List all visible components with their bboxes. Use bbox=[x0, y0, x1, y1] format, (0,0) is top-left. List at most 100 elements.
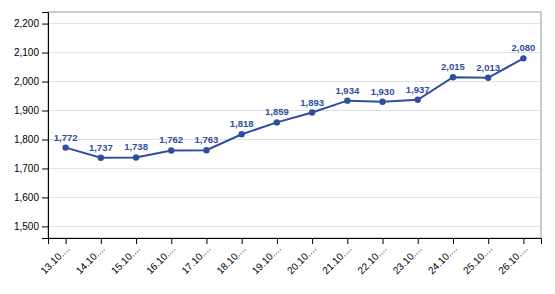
grid-line bbox=[48, 197, 541, 198]
data-label: 2,013 bbox=[476, 62, 500, 73]
x-tick-label: 15.10.... bbox=[109, 243, 142, 276]
point bbox=[379, 99, 385, 105]
y-tick-label: 1,900 bbox=[14, 105, 39, 116]
plot-area: 1,5001,6001,7001,8001,9002,0002,1002,200… bbox=[14, 12, 542, 276]
data-label: 1,738 bbox=[124, 141, 148, 152]
x-tick-label: 16.10.... bbox=[144, 243, 177, 276]
y-tick-label: 1,800 bbox=[14, 134, 39, 145]
y-tick-mark bbox=[42, 168, 48, 169]
x-tick: 15.10.... bbox=[109, 238, 142, 276]
x-tick-mark bbox=[347, 238, 348, 244]
grid-line bbox=[48, 168, 541, 169]
point bbox=[98, 155, 104, 161]
x-tick: 14.10.... bbox=[74, 238, 107, 276]
data-label: 1,859 bbox=[265, 106, 289, 117]
x-tick-label: 22.10.... bbox=[355, 243, 388, 276]
x-tick-mark bbox=[66, 238, 67, 244]
y-tick: 2,100 bbox=[14, 47, 48, 58]
y-tick-mark bbox=[42, 24, 48, 25]
y-tick: 1,800 bbox=[14, 134, 48, 145]
chart: 1,5001,6001,7001,8001,9002,0002,1002,200… bbox=[0, 0, 555, 294]
y-tick-mark bbox=[42, 111, 48, 112]
grid-line bbox=[48, 139, 541, 140]
data-label: 1,934 bbox=[335, 85, 359, 96]
grid-line bbox=[48, 52, 541, 53]
x-axis-line bbox=[49, 239, 542, 245]
point bbox=[309, 109, 315, 115]
x-tick-label: 13.10.... bbox=[38, 243, 71, 276]
y-tick: 1,700 bbox=[14, 163, 48, 174]
x-tick-label: 17.10.... bbox=[179, 243, 212, 276]
x-tick: 26.10.... bbox=[496, 238, 529, 276]
x-tick-label: 25.10.... bbox=[461, 243, 494, 276]
data-label: 1,763 bbox=[195, 134, 219, 145]
x-tick: 17.10.... bbox=[179, 238, 212, 276]
x-tick-mark bbox=[136, 238, 137, 244]
y-tick-mark bbox=[42, 197, 48, 198]
data-label: 1,737 bbox=[89, 142, 113, 153]
y-tick: 1,900 bbox=[14, 105, 48, 116]
grid-line bbox=[48, 23, 541, 24]
grid bbox=[48, 24, 541, 227]
y-tick-mark bbox=[42, 139, 48, 140]
x-axis: 13.10....14.10....15.10....16.10....17.1… bbox=[38, 238, 541, 276]
y-tick-label: 1,500 bbox=[14, 221, 39, 232]
y-axis-line bbox=[42, 13, 49, 239]
x-tick: 22.10.... bbox=[355, 238, 388, 276]
y-tick: 1,600 bbox=[14, 192, 48, 203]
x-tick: 23.10.... bbox=[391, 238, 424, 276]
x-tick-mark bbox=[453, 238, 454, 244]
x-tick: 18.10.... bbox=[215, 238, 248, 276]
data-label: 1,937 bbox=[406, 84, 430, 95]
point bbox=[415, 97, 421, 103]
y-axis: 1,5001,6001,7001,8001,9002,0002,1002,200 bbox=[14, 13, 49, 239]
x-tick: 13.10.... bbox=[38, 238, 71, 276]
y-tick-mark bbox=[42, 226, 48, 227]
point bbox=[238, 131, 244, 137]
marks bbox=[62, 55, 526, 161]
y-tick-label: 2,100 bbox=[14, 47, 39, 58]
y-tick-label: 1,600 bbox=[14, 192, 39, 203]
point bbox=[344, 97, 350, 103]
point bbox=[274, 119, 280, 125]
x-tick-label: 19.10.... bbox=[250, 243, 283, 276]
x-tick-mark bbox=[101, 238, 102, 244]
data-label: 1,772 bbox=[54, 132, 78, 143]
data-label: 1,818 bbox=[230, 118, 254, 129]
point bbox=[133, 154, 139, 160]
x-tick-mark bbox=[418, 238, 419, 244]
grid-line bbox=[48, 226, 541, 227]
x-tick-label: 21.10.... bbox=[320, 243, 353, 276]
grid-line bbox=[48, 81, 541, 82]
x-tick-label: 23.10.... bbox=[391, 243, 424, 276]
point bbox=[203, 147, 209, 153]
x-tick-mark bbox=[242, 238, 243, 244]
grid-line bbox=[48, 110, 541, 111]
x-tick-mark bbox=[312, 238, 313, 244]
x-tick-mark bbox=[206, 238, 207, 244]
x-tick-label: 18.10.... bbox=[215, 243, 248, 276]
y-tick-mark bbox=[42, 53, 48, 54]
x-tick: 16.10.... bbox=[144, 238, 177, 276]
x-tick-label: 26.10.... bbox=[496, 243, 529, 276]
y-tick: 2,200 bbox=[14, 18, 48, 29]
x-tick-label: 14.10.... bbox=[74, 243, 107, 276]
x-tick-mark bbox=[488, 238, 489, 244]
point bbox=[485, 75, 491, 81]
y-tick-label: 2,200 bbox=[14, 18, 39, 29]
x-tick: 24.10.... bbox=[426, 238, 459, 276]
x-tick: 25.10.... bbox=[461, 238, 494, 276]
point bbox=[450, 74, 456, 80]
plot-frame bbox=[48, 12, 541, 238]
x-tick-mark bbox=[383, 238, 384, 244]
data-label: 1,893 bbox=[300, 97, 324, 108]
x-tick-label: 20.10.... bbox=[285, 243, 318, 276]
x-tick-mark bbox=[171, 238, 172, 244]
data-label: 1,930 bbox=[371, 86, 395, 97]
point bbox=[168, 147, 174, 153]
line bbox=[66, 58, 524, 157]
point bbox=[520, 55, 526, 61]
point bbox=[62, 144, 68, 150]
data-label: 2,015 bbox=[441, 61, 465, 72]
y-tick-label: 1,700 bbox=[14, 163, 39, 174]
